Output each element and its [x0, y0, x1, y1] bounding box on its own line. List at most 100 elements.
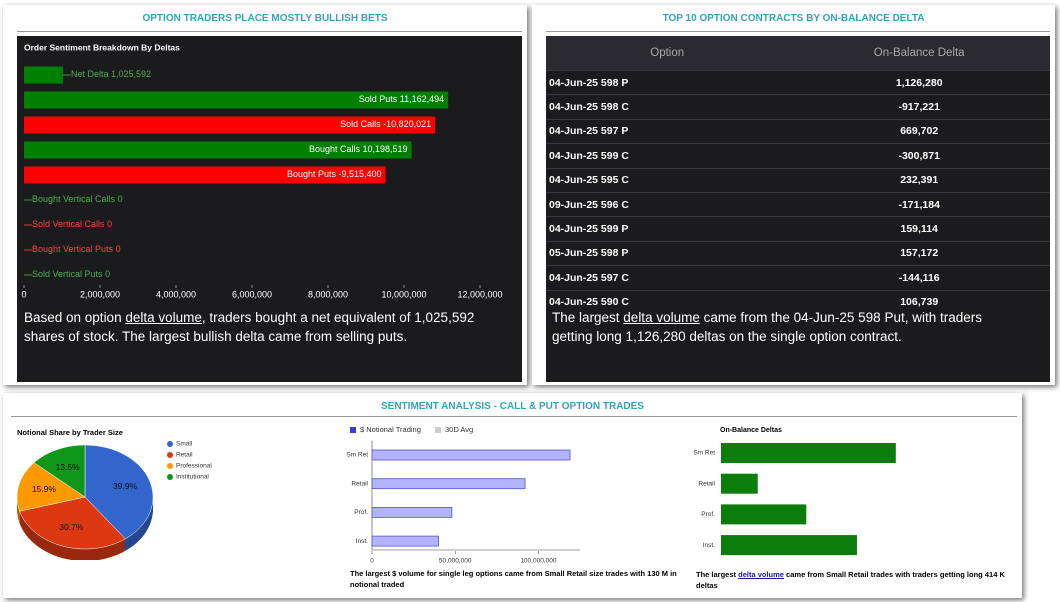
slice-label: 39.9%: [113, 481, 138, 491]
category-label: Retail: [351, 480, 368, 487]
legend-label: $ Notional Trading: [360, 425, 421, 434]
table: Option On-Balance Delta 04-Jun-25 598 P 1,…: [546, 36, 1050, 314]
link[interactable]: delta volume: [623, 310, 700, 325]
category-label: Inst.: [703, 542, 715, 549]
legend-label: Retail: [176, 452, 193, 459]
category-label: Prof.: [701, 511, 715, 518]
table-cell: 157,172: [788, 240, 1050, 266]
bar-label: Bought Vertical Calls 0: [32, 194, 123, 204]
value-label: -9,515,400: [339, 169, 382, 179]
value-label: 0: [105, 269, 110, 279]
table-cell: 04-Jun-25 599 P: [546, 216, 789, 242]
x-tick-label: 12,000,000: [457, 289, 502, 299]
text: , traders bought a net equivalent of 1,0…: [24, 310, 475, 344]
panel: SENTIMENT ANALYSIS - CALL & PUT OPTION T…: [3, 393, 1022, 598]
panel-title: OPTION TRADERS PLACE MOSTLY BULLISH BETS: [142, 13, 388, 24]
value-label: 1,025,592: [111, 69, 151, 79]
table-cell: 04-Jun-25 597 C: [546, 265, 789, 291]
table-cell: 669,702: [788, 118, 1050, 144]
legend-label: Institutional: [176, 474, 209, 481]
category-label: Sm Ret: [693, 450, 715, 457]
category-label: Inst.: [356, 538, 368, 545]
table-cell: 106,739: [788, 289, 1050, 314]
bar: [371, 449, 571, 461]
text: The largest $ volume for single leg opti…: [350, 569, 677, 589]
category-name: Bought Vertical Calls: [32, 194, 116, 204]
text: Based on option: [24, 310, 126, 325]
legend-swatch: [435, 427, 441, 433]
chart-title: Order Sentiment Breakdown By Deltas: [24, 42, 180, 52]
chart-title: Notional Share by Trader Size: [17, 428, 123, 437]
bar-label: Net Delta 1,025,592: [71, 69, 151, 79]
table-row: 04-Jun-25 599 C -300,871: [546, 143, 1050, 169]
table-cell: -171,184: [788, 191, 1050, 217]
table-cell: 232,391: [788, 167, 1050, 193]
x-tick-label: 50,000,000: [439, 558, 472, 565]
bar: [24, 166, 386, 184]
slice-label: 15.9%: [32, 484, 57, 494]
bar-label: Sold Calls -10,820,021: [340, 119, 431, 129]
category-name: Bought Vertical Puts: [32, 244, 114, 254]
bar: [24, 116, 436, 134]
text: came from Small Retail trades with trade…: [696, 570, 1005, 590]
panel-title: SENTIMENT ANALYSIS - CALL & PUT OPTION T…: [381, 401, 644, 412]
chart-caption: The largest delta volume came from Small…: [696, 569, 1021, 591]
pie-slice: [33, 444, 86, 498]
text: The largest: [696, 570, 739, 579]
x-tick-label: 100,000,000: [520, 558, 557, 565]
text: The largest: [552, 310, 624, 325]
header-cell: On-Balance Delta: [788, 36, 1050, 71]
legend-swatch: [167, 474, 173, 480]
table-cell: 04-Jun-25 590 C: [546, 289, 789, 314]
bar: [721, 504, 807, 525]
legend-label: Small: [176, 441, 193, 448]
bar: [371, 535, 439, 547]
table-cell: -917,221: [788, 94, 1050, 120]
x-tick-label: 6,000,000: [232, 289, 272, 299]
bar-label: Bought Puts -9,515,400: [287, 169, 382, 179]
table-row: 09-Jun-25 596 C -171,184: [546, 191, 1050, 217]
bar: [24, 91, 449, 109]
text: came from the 04-Jun-25 598 Put, with tr…: [552, 310, 982, 344]
table-cell: 04-Jun-25 597 P: [546, 118, 789, 144]
header-cell: Option: [546, 36, 789, 71]
divider: [546, 31, 1050, 32]
legend-label: 30D Avg: [445, 425, 473, 434]
bar: [721, 443, 896, 463]
bar: [371, 478, 526, 490]
x-tick-label: 0: [21, 289, 26, 299]
chart-title: On-Balance Deltas: [720, 427, 782, 434]
table-cell: 04-Jun-25 599 C: [546, 143, 789, 169]
table-row: 04-Jun-25 597 P 669,702: [546, 118, 1050, 144]
value-label: 0: [107, 219, 112, 229]
x-tick-label: 2,000,000: [80, 289, 120, 299]
category-label: Prof.: [354, 509, 368, 516]
bar-label: Sold Vertical Puts 0: [32, 269, 110, 279]
chart: On-Balance Deltas Sm Ret Retail Prof. Inst.: [693, 427, 896, 556]
x-tick-label: 0: [370, 558, 374, 565]
table-row: 04-Jun-25 598 C -917,221: [546, 94, 1050, 120]
chart: 0 50,000,000 100,000,000 $ Notional Trading…: [346, 425, 580, 565]
legend-swatch: [167, 452, 173, 458]
category-label: Sm Ret: [346, 452, 368, 459]
pie-slice: [16, 462, 86, 512]
bar: [721, 473, 758, 494]
panel: OPTION TRADERS PLACE MOSTLY BULLISH BETS: [3, 5, 527, 385]
divider: [17, 31, 522, 32]
table-cell: 04-Jun-25 598 C: [546, 94, 789, 120]
table-cell: 09-Jun-25 596 C: [546, 191, 789, 217]
table-caption: The largest delta volume came from the 0…: [552, 308, 1022, 346]
table-cell: 04-Jun-25 595 C: [546, 167, 789, 193]
table-cell: -144,116: [788, 265, 1050, 291]
x-tick-label: 10,000,000: [381, 289, 426, 299]
table-row: 04-Jun-25 595 C 232,391: [546, 167, 1050, 193]
category-name: Sold Vertical Calls: [32, 219, 105, 229]
link[interactable]: delta volume: [738, 570, 784, 579]
pie-slice: [19, 496, 126, 550]
legend-swatch: [167, 463, 173, 469]
category-name: Bought Calls: [309, 144, 361, 154]
x-tick-label: 8,000,000: [308, 289, 348, 299]
category-name: Net Delta: [71, 69, 109, 79]
link[interactable]: delta volume: [125, 310, 202, 325]
